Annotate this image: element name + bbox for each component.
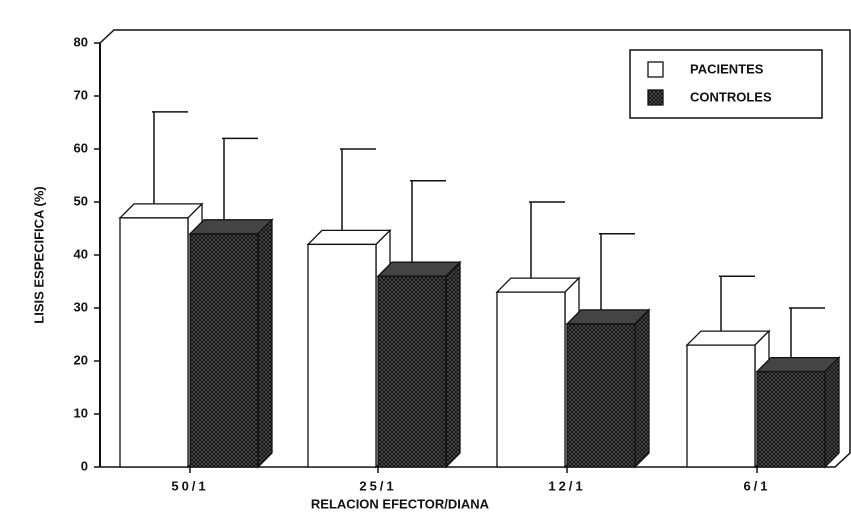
bar [376, 260, 462, 469]
y-tick-label: 30 [74, 299, 88, 314]
y-tick-label: 70 [74, 87, 88, 102]
y-axis-label: LISIS ESPECIFICA (%) [31, 186, 46, 323]
legend-swatch [647, 89, 664, 106]
bar [565, 308, 651, 469]
bar-face [496, 291, 566, 468]
bar [188, 218, 274, 469]
y-tick-label: 40 [74, 246, 88, 261]
bar-face [307, 243, 377, 468]
y-tick-label: 50 [74, 193, 88, 208]
legend-label: CONTROLES [690, 89, 772, 104]
bar-face [824, 356, 840, 469]
y-tick-label: 80 [74, 34, 88, 49]
bar-face [634, 308, 650, 469]
bar-face [566, 323, 636, 468]
bar-face [686, 344, 756, 468]
x-axis-label: RELACION EFECTOR/DIANA [311, 496, 490, 511]
bar-face [445, 260, 461, 469]
floor [100, 440, 851, 468]
bar-face [189, 233, 259, 468]
y-tick-label: 0 [81, 458, 88, 473]
y-tick-label: 10 [74, 405, 88, 420]
bar-face [119, 217, 189, 468]
legend [629, 49, 823, 119]
legend-label: PACIENTES [690, 61, 764, 76]
x-tick-label: 50/1 [171, 478, 208, 493]
x-tick-label: 12/1 [548, 478, 585, 493]
y-tick-label: 60 [74, 140, 88, 155]
legend-swatch [647, 61, 664, 78]
bar-face [756, 370, 826, 468]
y-tick-label: 20 [74, 352, 88, 367]
bar [755, 356, 841, 469]
x-tick-label: 25/1 [359, 478, 396, 493]
x-tick-label: 6/1 [743, 478, 770, 493]
bar-face [377, 275, 447, 468]
back-wall [99, 29, 851, 440]
bar-face [257, 218, 273, 469]
